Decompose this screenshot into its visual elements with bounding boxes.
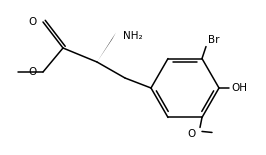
Text: O: O — [188, 129, 196, 140]
Text: Br: Br — [208, 35, 219, 44]
Polygon shape — [97, 33, 116, 62]
Text: O: O — [29, 67, 37, 77]
Text: O: O — [29, 17, 37, 27]
Text: NH₂: NH₂ — [123, 31, 143, 41]
Text: OH: OH — [231, 83, 247, 93]
